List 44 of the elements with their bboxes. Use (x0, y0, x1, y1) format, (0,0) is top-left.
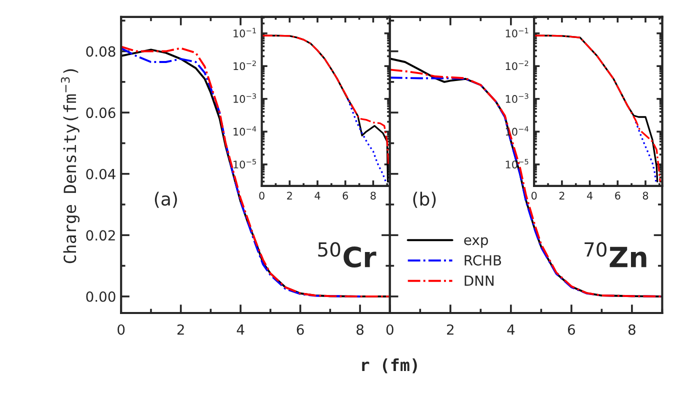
y-tick-label: 10$^{−3}$ (234, 93, 256, 103)
legend-label: DNN (464, 276, 494, 286)
x-axis-title: r (fm) (362, 358, 417, 374)
x-tick-label: 4 (314, 192, 320, 200)
x-tick-label: 8 (370, 192, 376, 200)
legend-label: RCHB (464, 255, 502, 266)
annotation: $^{70}$Zn (584, 242, 646, 268)
y-tick-label: 0.06 (86, 108, 116, 118)
y-axis-title: Charge Density(fm$^{−3}$) (60, 69, 80, 264)
x-tick-label: 0 (118, 324, 125, 335)
y-tick-label: 10$^{−2}$ (506, 60, 528, 70)
line-series (347, 98, 387, 182)
x-tick-label: 4 (236, 324, 244, 335)
x-tick-label: 0 (259, 192, 264, 200)
y-tick-label: 0.02 (86, 230, 115, 241)
y-tick-label: 10$^{−5}$ (234, 159, 256, 168)
x-tick-label: 6 (615, 192, 620, 200)
x-tick-label: 2 (287, 192, 292, 200)
x-tick-label: 0 (386, 324, 394, 335)
x-tick-label: 6 (296, 324, 304, 335)
x-tick-label: 6 (342, 192, 348, 200)
annotation: (b) (413, 192, 436, 208)
x-tick-label: 2 (447, 324, 454, 335)
x-tick-label: 4 (507, 324, 515, 335)
x-tick-label: 8 (356, 324, 364, 335)
annotation: (a) (154, 192, 177, 208)
line-series (634, 120, 657, 182)
y-tick-label: 10$^{−1}$ (234, 28, 256, 38)
y-tick-label: 0.04 (86, 168, 116, 180)
x-tick-label: 0 (531, 192, 537, 200)
y-tick-label: 10$^{−3}$ (506, 93, 528, 103)
y-tick-label: 0.00 (86, 291, 116, 302)
x-tick-label: 2 (559, 192, 564, 200)
y-tick-label: 10$^{−2}$ (234, 60, 256, 70)
y-tick-label: 10$^{−1}$ (506, 28, 528, 38)
x-tick-label: 8 (628, 324, 636, 335)
y-tick-label: 0.08 (86, 46, 116, 57)
y-tick-label: 10$^{−4}$ (234, 126, 256, 136)
x-tick-label: 2 (177, 324, 184, 335)
x-tick-label: 6 (568, 324, 575, 335)
x-tick-label: 8 (642, 192, 648, 200)
legend-label: exp (464, 237, 488, 248)
annotation: $^{50}$Cr (318, 242, 376, 268)
x-tick-label: 4 (586, 192, 593, 200)
